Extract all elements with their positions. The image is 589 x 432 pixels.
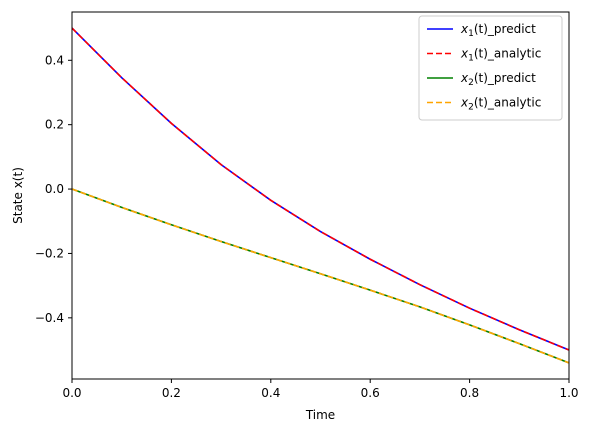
y-tick-label: 0.0 <box>45 182 64 196</box>
legend-item: x2(t)_predict <box>427 71 536 88</box>
x-tick-label: 0.0 <box>62 386 81 400</box>
x-tick-label: 0.8 <box>460 386 479 400</box>
y-tick-label: −0.2 <box>35 246 64 260</box>
series-layer <box>71 27 570 364</box>
y-axis-ticks: 0.4 0.2 0.0 −0.2 −0.4 <box>35 53 72 325</box>
legend-label: x1(t)_analytic <box>460 47 541 64</box>
legend-item: x1(t)_analytic <box>427 47 541 64</box>
x-tick-label: 0.6 <box>361 386 380 400</box>
y-axis-label: State x(t) <box>11 167 25 224</box>
series-line-3 <box>71 188 570 364</box>
legend-box <box>418 15 563 121</box>
x-tick-label: 0.4 <box>261 386 280 400</box>
series-line-2 <box>71 27 570 351</box>
legend: x1(t)_predict x1(t)_analytic x2(t)_predict… <box>418 15 563 121</box>
x-tick-label: 1.0 <box>559 386 578 400</box>
legend-label: x1(t)_predict <box>460 22 536 39</box>
series-line-4 <box>71 188 570 364</box>
y-tick-label: 0.2 <box>45 118 64 132</box>
plot-frame <box>71 11 570 380</box>
legend-item: x1(t)_predict <box>427 22 536 39</box>
y-tick-label: −0.4 <box>35 311 64 325</box>
legend-item: x2(t)_analytic <box>427 96 541 113</box>
legend-label: x2(t)_predict <box>460 71 536 88</box>
x-tick-label: 0.2 <box>162 386 181 400</box>
legend-label: x2(t)_analytic <box>460 96 541 113</box>
y-tick-label: 0.4 <box>45 53 64 67</box>
x-axis-ticks: 0.0 0.2 0.4 0.6 0.8 1.0 <box>62 379 579 400</box>
x-axis-label: Time <box>305 408 335 422</box>
